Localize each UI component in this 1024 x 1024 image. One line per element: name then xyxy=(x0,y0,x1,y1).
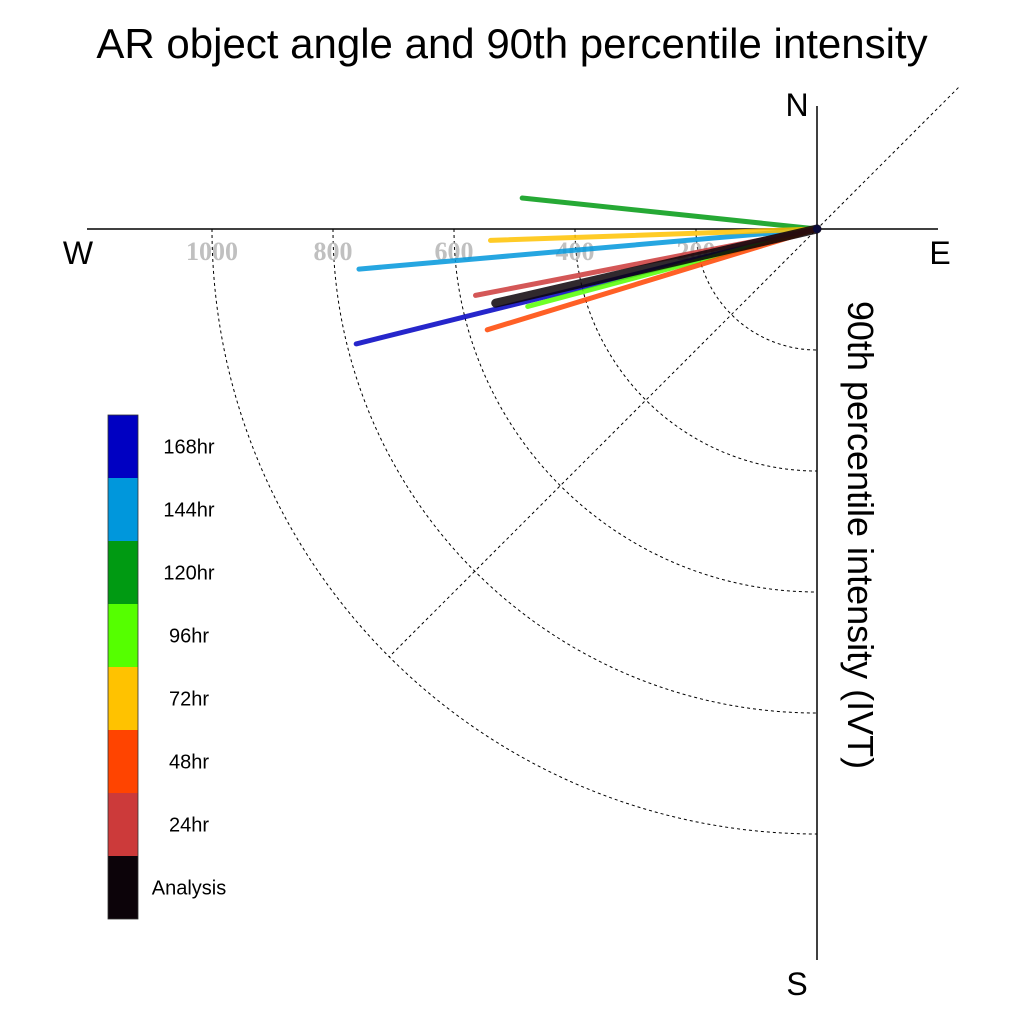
tick-label-1000: 1000 xyxy=(186,237,238,266)
radial-axis-title: 90th percentile intensity (IVT) xyxy=(840,301,881,769)
compass-west: W xyxy=(63,235,94,271)
origin-marker xyxy=(813,225,821,233)
tick-label-800: 800 xyxy=(314,237,353,266)
legend-label-168hr: 168hr xyxy=(163,437,214,459)
compass-east: E xyxy=(929,235,950,271)
legend-swatch-96hr xyxy=(108,604,138,667)
compass-north: N xyxy=(785,87,808,123)
legend-swatch-72hr xyxy=(108,667,138,730)
legend-label-analysis: Analysis xyxy=(152,878,226,900)
legend-swatch-120hr xyxy=(108,541,138,604)
legend-swatch-48hr xyxy=(108,730,138,793)
vector-144hr xyxy=(356,226,820,272)
vector-analysis xyxy=(491,224,822,308)
legend-label-120hr: 120hr xyxy=(163,563,214,585)
vector-120hr xyxy=(519,195,820,232)
grid-arc-3 xyxy=(332,228,818,714)
chart-title: AR object angle and 90th percentile inte… xyxy=(96,20,927,67)
grid-diagonal xyxy=(388,87,959,658)
legend-label-24hr: 24hr xyxy=(169,815,209,837)
radial-tick-labels: 2004006008001000 xyxy=(186,237,716,266)
legend-swatch-168hr xyxy=(108,415,138,478)
legend-label-144hr: 144hr xyxy=(163,500,214,522)
legend-frame xyxy=(107,414,139,920)
legend-label-48hr: 48hr xyxy=(169,752,209,774)
legend-label-72hr: 72hr xyxy=(169,689,209,711)
vector-series xyxy=(353,195,822,347)
vector-72hr xyxy=(487,226,820,243)
legend-label-96hr: 96hr xyxy=(169,626,209,648)
grid-arc-2 xyxy=(453,228,818,593)
legend-swatch-144hr xyxy=(108,478,138,541)
legend-swatch-24hr xyxy=(108,793,138,856)
compass-south: S xyxy=(786,966,807,1002)
legend: 168hr 144hr 120hr 96hr 72hr 48hr 24hr Analysis xyxy=(107,414,226,920)
legend-swatch-analysis xyxy=(108,856,138,919)
